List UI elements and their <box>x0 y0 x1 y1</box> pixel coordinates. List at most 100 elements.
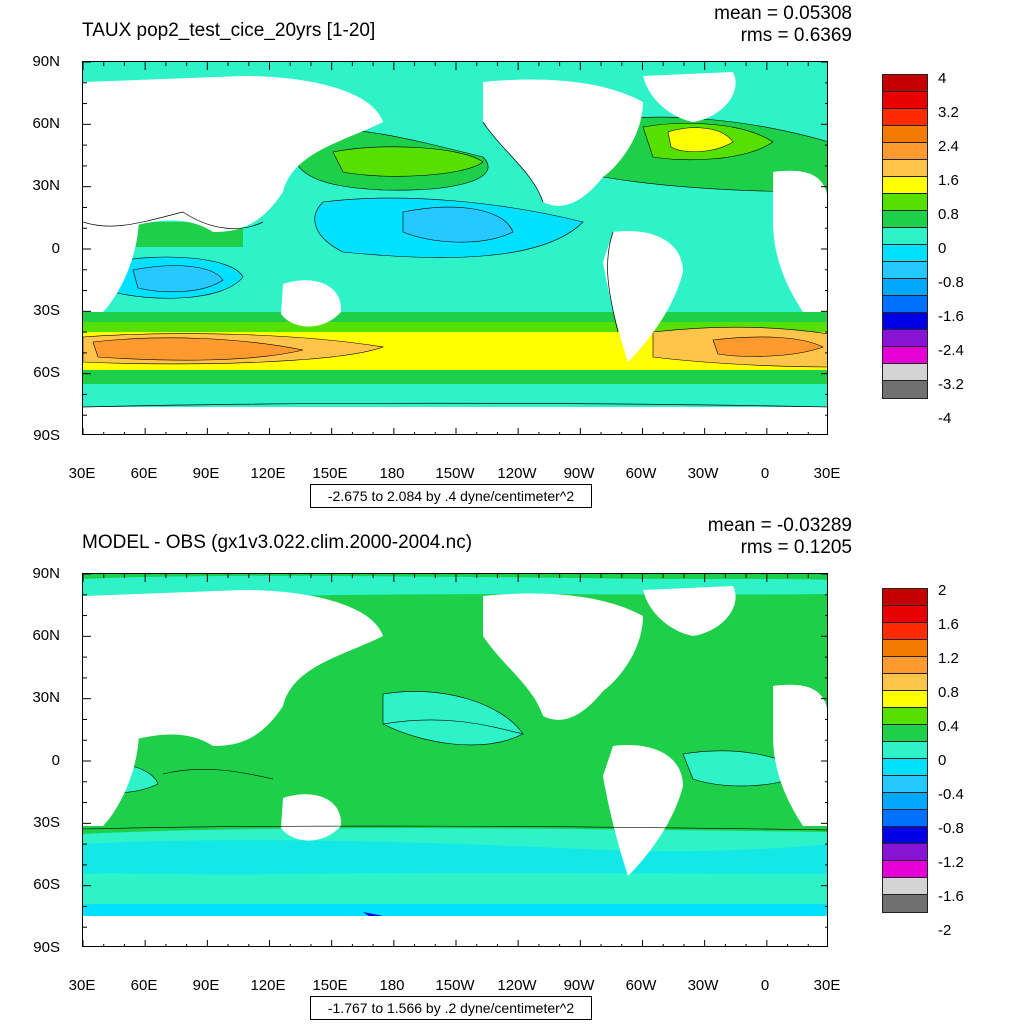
x-tick-label: 120W <box>497 977 537 994</box>
y-tick-label: 0 <box>51 240 60 257</box>
x-tick-label: 30W <box>687 977 719 994</box>
colorbar-swatch <box>883 177 927 194</box>
x-tick-label: 120E <box>250 465 286 482</box>
chart-panel-top: TAUX pop2_test_cice_20yrs [1-20] mean = … <box>32 3 964 508</box>
x-tick-label: 0 <box>760 465 770 482</box>
x-tick-label: 90E <box>192 977 220 994</box>
y-tick-label: 90S <box>33 939 60 956</box>
rms-stat: rms = 0.1205 <box>740 537 852 558</box>
x-tick-label: 90E <box>192 465 220 482</box>
colorbar-swatch <box>883 313 927 330</box>
x-tick-label: 30W <box>687 465 719 482</box>
colorbar-swatch <box>883 126 927 143</box>
rms-stat: rms = 0.6369 <box>740 25 852 46</box>
colorbar-swatch <box>883 759 927 776</box>
colorbar-label: -2 <box>938 922 952 939</box>
colorbar-swatch <box>883 194 927 211</box>
colorbar-swatch <box>883 895 927 912</box>
colorbar-label: 0.8 <box>938 206 959 223</box>
x-tick-label: 150W <box>435 465 475 482</box>
colorbar-label: 4 <box>938 70 947 87</box>
colorbar-swatch <box>883 143 927 160</box>
contour-range-label: -1.767 to 1.566 by .2 dyne/centimeter^2 <box>310 996 592 1020</box>
colorbar-swatch <box>883 262 927 279</box>
colorbar-swatch <box>883 92 927 109</box>
colorbar-swatch <box>883 381 927 398</box>
colorbar-label: 0.8 <box>938 684 959 701</box>
y-tick-label: 30N <box>32 689 60 706</box>
colorbar-label: 2 <box>938 582 947 599</box>
chart-panel-bottom: MODEL - OBS (gx1v3.022.clim.2000-2004.nc… <box>0 512 1024 1024</box>
map-field <box>83 574 827 946</box>
colorbar-label: 1.6 <box>938 616 959 633</box>
colorbar-swatch <box>883 878 927 895</box>
x-tick-label: 60E <box>130 465 158 482</box>
y-tick-label: 60N <box>32 627 60 644</box>
colorbar-swatch <box>883 725 927 742</box>
x-tick-label: 120W <box>497 465 537 482</box>
x-tick-label: 30E <box>813 977 841 994</box>
x-tick-label: 0 <box>760 977 770 994</box>
colorbar-swatch <box>883 245 927 262</box>
x-tick-label: 60E <box>130 977 158 994</box>
map-plot-area <box>82 573 828 947</box>
mean-stat: mean = -0.03289 <box>707 515 852 536</box>
colorbar-swatch <box>883 228 927 245</box>
colorbar-label: -2.4 <box>938 342 964 359</box>
colorbar-label: 3.2 <box>938 104 959 121</box>
map-field <box>83 62 827 434</box>
colorbar-swatch <box>883 296 927 313</box>
colorbar-swatch <box>883 793 927 810</box>
mean-stat: mean = 0.05308 <box>714 3 852 24</box>
x-tick-label: 60W <box>625 977 657 994</box>
x-tick-label: 30E <box>68 465 96 482</box>
colorbar-label: -1.6 <box>938 308 964 325</box>
x-tick-label: 150E <box>312 977 348 994</box>
colorbar-label: -4 <box>938 410 952 427</box>
colorbar-swatch <box>883 844 927 861</box>
y-tick-label: 90N <box>32 565 60 582</box>
x-tick-label: 90W <box>563 977 595 994</box>
x-tick-label: 120E <box>250 977 286 994</box>
x-tick-label: 180 <box>379 465 405 482</box>
colorbar-label: -1.6 <box>938 888 964 905</box>
x-tick-label: 30E <box>68 977 96 994</box>
colorbar-swatch <box>883 160 927 177</box>
colorbar-label: -1.2 <box>938 854 964 871</box>
colorbar-swatch <box>883 109 927 126</box>
colorbar-label: 2.4 <box>938 138 959 155</box>
x-tick-label: 180 <box>379 977 405 994</box>
colorbar-swatch <box>883 657 927 674</box>
chart-title: MODEL - OBS (gx1v3.022.clim.2000-2004.nc… <box>82 532 473 553</box>
y-tick-label: 30S <box>33 814 60 831</box>
colorbar-label: 1.6 <box>938 172 959 189</box>
colorbar-label: 0.4 <box>938 718 959 735</box>
colorbar-swatch <box>883 810 927 827</box>
x-tick-label: 150W <box>435 977 475 994</box>
y-tick-label: 90N <box>32 53 60 70</box>
colorbar-swatch <box>883 623 927 640</box>
colorbar-swatch <box>883 330 927 347</box>
colorbar-swatch <box>883 674 927 691</box>
colorbar-label: -3.2 <box>938 376 964 393</box>
colorbar-swatch <box>883 606 927 623</box>
y-tick-label: 30S <box>33 302 60 319</box>
colorbar-swatch <box>883 75 927 92</box>
x-tick-label: 60W <box>625 465 657 482</box>
colorbar-swatch <box>883 211 927 228</box>
colorbar-swatch <box>883 589 927 606</box>
colorbar-swatch <box>883 827 927 844</box>
map-plot-area <box>82 61 828 435</box>
y-tick-label: 90S <box>33 427 60 444</box>
y-tick-label: 0 <box>51 752 60 769</box>
chart-title: TAUX pop2_test_cice_20yrs [1-20] <box>82 20 376 41</box>
x-tick-label: 150E <box>312 465 348 482</box>
colorbar-swatch <box>883 776 927 793</box>
colorbar-swatch <box>883 279 927 296</box>
colorbar-label: -0.4 <box>938 786 964 803</box>
x-tick-label: 30E <box>813 465 841 482</box>
y-tick-label: 60S <box>33 876 60 893</box>
colorbar <box>882 588 928 913</box>
x-tick-label: 90W <box>563 465 595 482</box>
y-tick-label: 60N <box>32 115 60 132</box>
